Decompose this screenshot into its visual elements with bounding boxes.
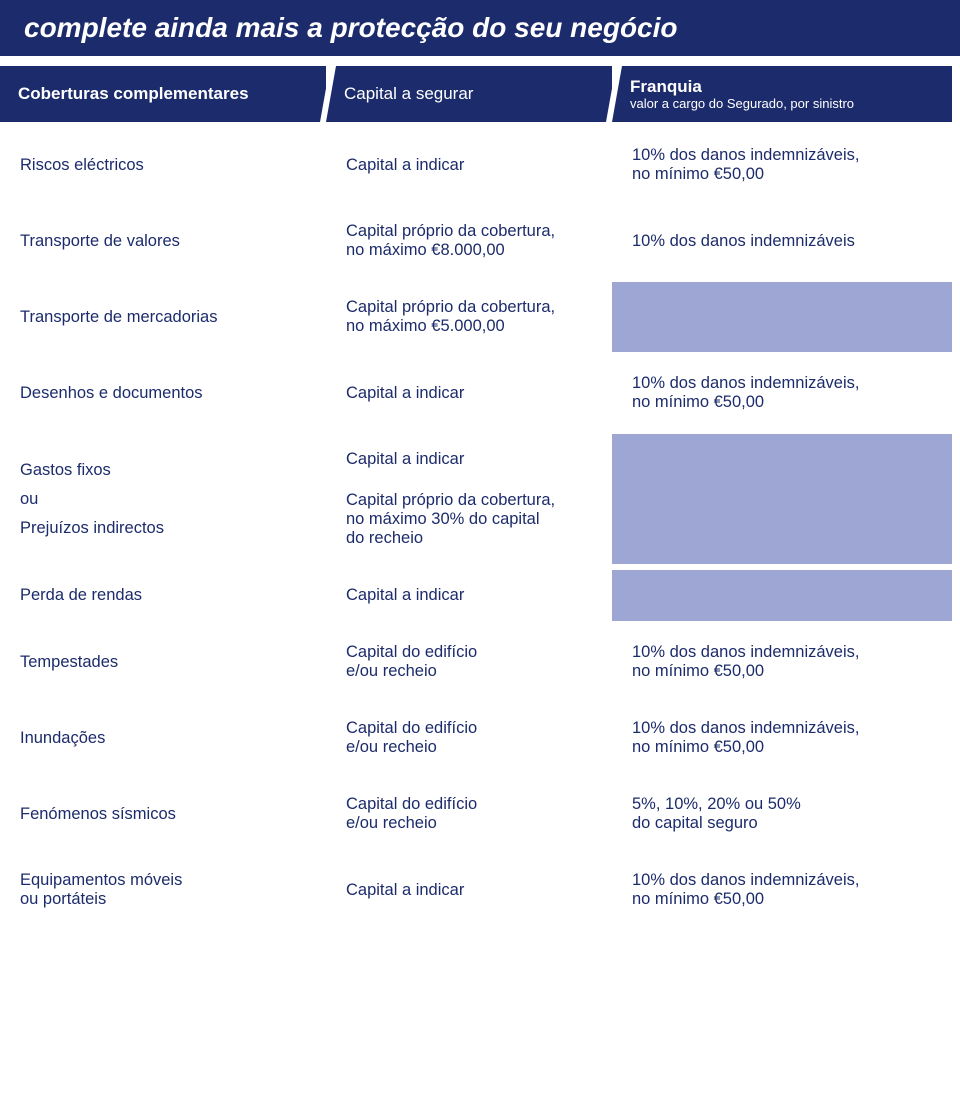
table-row: Gastos fixos ou Prejuízos indirectos Capita… — [0, 434, 960, 564]
table-row: Fenómenos sísmicos Capital do edifício e/… — [0, 779, 960, 849]
cell-capital: Capital a indicar — [326, 570, 606, 621]
table-body: Riscos eléctricos Capital a indicar 10% do… — [0, 130, 960, 925]
cell-cobertura-text: Fenómenos sísmicos — [20, 805, 300, 824]
cell-franquia: 10% dos danos indemnizáveis, no mínimo €… — [612, 627, 952, 697]
cell-capital: Capital a indicar — [326, 358, 606, 428]
cell-capital-text: Capital próprio da cobertura, no máximo … — [346, 298, 586, 336]
cell-capital: Capital a indicar Capital próprio da cobe… — [326, 434, 606, 564]
cell-franquia-text: 10% dos danos indemnizáveis, no mínimo €… — [632, 871, 932, 909]
table-row: Transporte de mercadorias Capital próprio… — [0, 282, 960, 352]
table-row: Riscos eléctricos Capital a indicar 10% do… — [0, 130, 960, 200]
page-title: complete ainda mais a protecção do seu n… — [0, 0, 960, 56]
cell-capital-text: Capital a indicar — [346, 586, 586, 605]
cell-cobertura: Riscos eléctricos — [0, 130, 320, 200]
cell-cobertura-text: Riscos eléctricos — [20, 156, 300, 175]
header-col3-sublabel: valor a cargo do Segurado, por sinistro — [630, 97, 934, 112]
cell-cobertura: Gastos fixos ou Prejuízos indirectos — [0, 434, 320, 564]
table-header-row: Coberturas complementares Capital a segu… — [0, 66, 960, 122]
cell-franquia-blank — [612, 434, 952, 564]
cell-capital: Capital a indicar — [326, 130, 606, 200]
cell-cobertura: Transporte de valores — [0, 206, 320, 276]
header-col3-label: Franquia — [630, 77, 934, 97]
cell-capital: Capital próprio da cobertura, no máximo … — [326, 206, 606, 276]
cell-capital: Capital do edifício e/ou recheio — [326, 779, 606, 849]
cell-capital-line1: Capital a indicar — [346, 450, 586, 469]
cell-franquia-blank — [612, 570, 952, 621]
cell-capital-text: Capital do edifício e/ou recheio — [346, 795, 586, 833]
header-coberturas: Coberturas complementares — [0, 66, 320, 122]
cell-capital-text: Capital do edifício e/ou recheio — [346, 719, 586, 757]
cell-capital-text: Capital a indicar — [346, 156, 586, 175]
table-row: Desenhos e documentos Capital a indicar 10… — [0, 358, 960, 428]
cell-franquia-text: 10% dos danos indemnizáveis, no mínimo €… — [632, 643, 932, 681]
cell-franquia: 10% dos danos indemnizáveis, no mínimo €… — [612, 855, 952, 925]
cell-cobertura-text: Transporte de mercadorias — [20, 308, 300, 327]
cell-capital-text: Capital a indicar — [346, 881, 586, 900]
cell-cobertura-text: Tempestades — [20, 653, 300, 672]
cell-franquia-text: 10% dos danos indemnizáveis, no mínimo €… — [632, 374, 932, 412]
table-row: Inundações Capital do edifício e/ou reche… — [0, 703, 960, 773]
cell-capital-text: Capital próprio da cobertura, no máximo … — [346, 222, 586, 260]
cell-cobertura-or: ou — [20, 490, 300, 509]
cell-cobertura: Transporte de mercadorias — [0, 282, 320, 352]
cell-capital: Capital do edifício e/ou recheio — [326, 627, 606, 697]
cell-franquia: 10% dos danos indemnizáveis, no mínimo €… — [612, 358, 952, 428]
cell-cobertura: Inundações — [0, 703, 320, 773]
cell-franquia: 10% dos danos indemnizáveis — [612, 206, 952, 276]
cell-cobertura: Desenhos e documentos — [0, 358, 320, 428]
cell-cobertura: Perda de rendas — [0, 570, 320, 621]
cell-cobertura-text: Desenhos e documentos — [20, 384, 300, 403]
table-row: Transporte de valores Capital próprio da … — [0, 206, 960, 276]
header-franquia: Franquia valor a cargo do Segurado, por … — [612, 66, 952, 122]
cell-franquia-text: 10% dos danos indemnizáveis — [632, 232, 932, 251]
cell-franquia-blank — [612, 282, 952, 352]
table-row: Perda de rendas Capital a indicar — [0, 570, 960, 621]
cell-capital-text: Capital a indicar — [346, 384, 586, 403]
cell-cobertura-text: Equipamentos móveis ou portáteis — [20, 871, 300, 909]
cell-cobertura: Fenómenos sísmicos — [0, 779, 320, 849]
table-row: Tempestades Capital do edifício e/ou rech… — [0, 627, 960, 697]
cell-franquia: 10% dos danos indemnizáveis, no mínimo €… — [612, 130, 952, 200]
cell-franquia-text: 10% dos danos indemnizáveis, no mínimo €… — [632, 146, 932, 184]
header-col2-label: Capital a segurar — [344, 84, 588, 104]
header-col1-label: Coberturas complementares — [18, 84, 302, 104]
cell-cobertura: Tempestades — [0, 627, 320, 697]
cell-capital-line2: Capital próprio da cobertura, no máximo … — [346, 491, 586, 548]
cell-cobertura: Equipamentos móveis ou portáteis — [0, 855, 320, 925]
cell-franquia-text: 5%, 10%, 20% ou 50% do capital seguro — [632, 795, 932, 833]
cell-cobertura-text: Perda de rendas — [20, 586, 300, 605]
cell-franquia-text: 10% dos danos indemnizáveis, no mínimo €… — [632, 719, 932, 757]
cell-cobertura-line2: Prejuízos indirectos — [20, 519, 300, 538]
cell-franquia: 10% dos danos indemnizáveis, no mínimo €… — [612, 703, 952, 773]
cell-cobertura-line1: Gastos fixos — [20, 461, 300, 480]
cell-cobertura-text: Transporte de valores — [20, 232, 300, 251]
cell-franquia: 5%, 10%, 20% ou 50% do capital seguro — [612, 779, 952, 849]
page-title-text: complete ainda mais a protecção do seu n… — [24, 12, 678, 44]
cell-capital-text: Capital do edifício e/ou recheio — [346, 643, 586, 681]
cell-capital: Capital do edifício e/ou recheio — [326, 703, 606, 773]
header-capital: Capital a segurar — [326, 66, 606, 122]
cell-cobertura-text: Inundações — [20, 729, 300, 748]
cell-capital: Capital próprio da cobertura, no máximo … — [326, 282, 606, 352]
cell-capital: Capital a indicar — [326, 855, 606, 925]
table-row: Equipamentos móveis ou portáteis Capital … — [0, 855, 960, 925]
